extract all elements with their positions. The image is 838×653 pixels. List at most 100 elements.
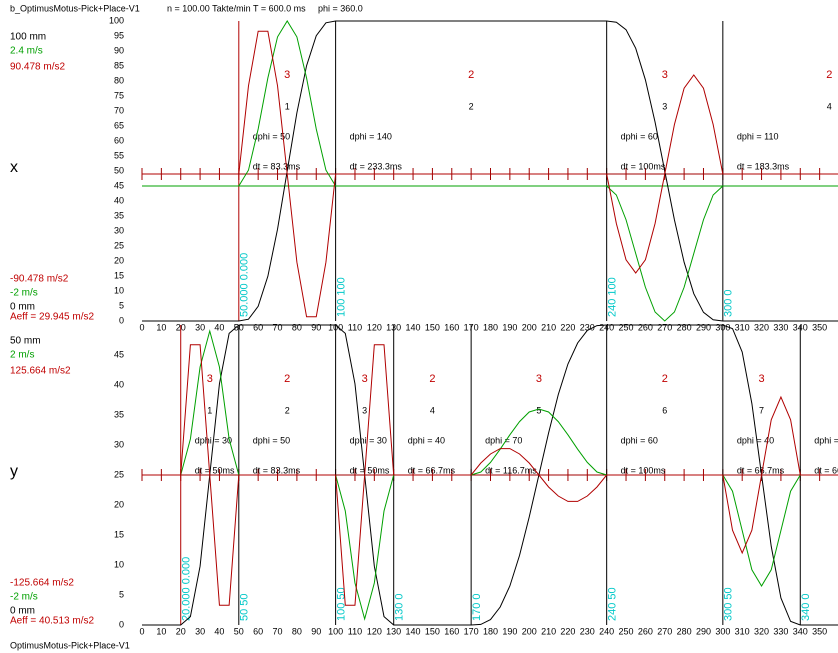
segment-index: 6 — [662, 405, 667, 415]
boundary-label: 240 100 — [607, 277, 619, 317]
x-tick-label: 150 — [425, 322, 440, 332]
y-tick-label: 85 — [114, 60, 124, 70]
segment-index: 3 — [362, 405, 367, 415]
segment-dt: dt = 66.7ms — [814, 465, 838, 475]
x-tick-label: 20 — [176, 626, 186, 636]
curve — [142, 324, 838, 626]
y-tick-label: 45 — [114, 180, 124, 190]
segment-index: 5 — [536, 405, 541, 415]
axis-info: Aeff = 40.513 m/s2 — [10, 616, 94, 627]
segment-dphi: dphi = 140 — [350, 131, 392, 141]
axis-info: -125.664 m/s2 — [10, 578, 74, 589]
segment-index: 2 — [469, 101, 474, 111]
x-tick-label: 60 — [253, 322, 263, 332]
segment-dphi: dphi = 30 — [350, 435, 387, 445]
x-tick-label: 70 — [273, 626, 283, 636]
x-tick-label: 220 — [560, 322, 575, 332]
x-tick-label: 170 — [464, 626, 479, 636]
segment-type: 2 — [468, 69, 474, 81]
x-tick-label: 190 — [502, 322, 517, 332]
x-tick-label: 280 — [677, 626, 692, 636]
x-tick-label: 230 — [580, 626, 595, 636]
axis-info: 0 mm — [10, 302, 35, 313]
segment-dphi: dphi = 70 — [485, 435, 522, 445]
boundary-label: 300 0 — [723, 289, 735, 317]
y-tick-label: 35 — [114, 409, 124, 419]
segment-dt: dt = 100ms — [621, 465, 666, 475]
segment-dt: dt = 50ms — [350, 465, 390, 475]
axis-info: x — [10, 159, 18, 176]
x-tick-label: 270 — [657, 626, 672, 636]
x-tick-label: 160 — [444, 322, 459, 332]
y-tick-label: 20 — [114, 255, 124, 265]
x-tick-label: 10 — [156, 626, 166, 636]
curve — [142, 30, 838, 318]
axis-info: 125.664 m/s2 — [10, 366, 71, 377]
x-tick-label: 40 — [214, 322, 224, 332]
y-tick-label: 65 — [114, 120, 124, 130]
y-tick-label: 80 — [114, 75, 124, 85]
x-tick-label: 80 — [292, 626, 302, 636]
segment-index: 2 — [285, 405, 290, 415]
y-tick-label: 75 — [114, 90, 124, 100]
x-tick-label: 10 — [156, 322, 166, 332]
x-tick-label: 60 — [253, 626, 263, 636]
x-tick-label: 180 — [483, 322, 498, 332]
curve — [142, 329, 838, 621]
x-tick-label: 80 — [292, 322, 302, 332]
x-tick-label: 260 — [638, 322, 653, 332]
segment-type: 3 — [362, 373, 368, 385]
x-tick-label: 150 — [425, 626, 440, 636]
x-tick-label: 280 — [677, 322, 692, 332]
segment-index: 4 — [827, 101, 832, 111]
x-tick-label: 120 — [367, 626, 382, 636]
x-tick-label: 200 — [522, 626, 537, 636]
x-tick-label: 330 — [773, 626, 788, 636]
boundary-label: 300 50 — [723, 587, 735, 621]
y-tick-label: 0 — [119, 619, 124, 629]
y-tick-label: 95 — [114, 30, 124, 40]
x-tick-label: 0 — [139, 322, 144, 332]
segment-index: 1 — [207, 405, 212, 415]
y-tick-label: 40 — [114, 379, 124, 389]
segment-dt: dt = 83.3ms — [253, 465, 301, 475]
x-tick-label: 140 — [406, 322, 421, 332]
y-tick-label: 100 — [109, 15, 124, 25]
x-tick-label: 290 — [696, 626, 711, 636]
x-tick-label: 110 — [348, 626, 362, 636]
x-tick-label: 0 — [139, 626, 144, 636]
segment-dphi: dphi = 110 — [737, 131, 779, 141]
x-tick-label: 90 — [311, 626, 321, 636]
x-tick-label: 180 — [483, 626, 498, 636]
axis-info: Aeff = 29.945 m/s2 — [10, 312, 94, 323]
axis-info: 50 mm — [10, 336, 41, 347]
boundary-label: 20.000 0.000 — [181, 557, 193, 621]
axis-info: 90.478 m/s2 — [10, 62, 65, 73]
axis-info: -90.478 m/s2 — [10, 274, 69, 285]
footer: OptimusMotus-Pick+Place-V1 — [10, 640, 130, 650]
x-tick-label: 50 — [234, 626, 244, 636]
x-tick-label: 340 — [793, 626, 808, 636]
segment-type: 3 — [758, 373, 764, 385]
y-tick-label: 50 — [114, 165, 124, 175]
x-tick-label: 320 — [754, 322, 769, 332]
curve — [142, 344, 838, 606]
y-tick-label: 15 — [114, 270, 124, 280]
x-tick-label: 330 — [773, 322, 788, 332]
x-tick-label: 250 — [619, 626, 634, 636]
x-tick-label: 310 — [735, 626, 750, 636]
y-tick-label: 10 — [114, 285, 124, 295]
segment-dphi: dphi = 50 — [253, 435, 290, 445]
x-tick-label: 350 — [812, 322, 827, 332]
boundary-label: 130 0 — [394, 593, 406, 621]
segment-dt: dt = 66.7ms — [408, 465, 456, 475]
axis-info: y — [10, 463, 18, 480]
segment-dphi: dphi = 50 — [253, 131, 290, 141]
x-tick-label: 350 — [812, 626, 827, 636]
y-tick-label: 5 — [119, 589, 124, 599]
segment-dt: dt = 83.3ms — [253, 161, 301, 171]
x-tick-label: 100 — [328, 626, 343, 636]
y-tick-label: 60 — [114, 135, 124, 145]
boundary-label: 50 50 — [239, 593, 251, 621]
